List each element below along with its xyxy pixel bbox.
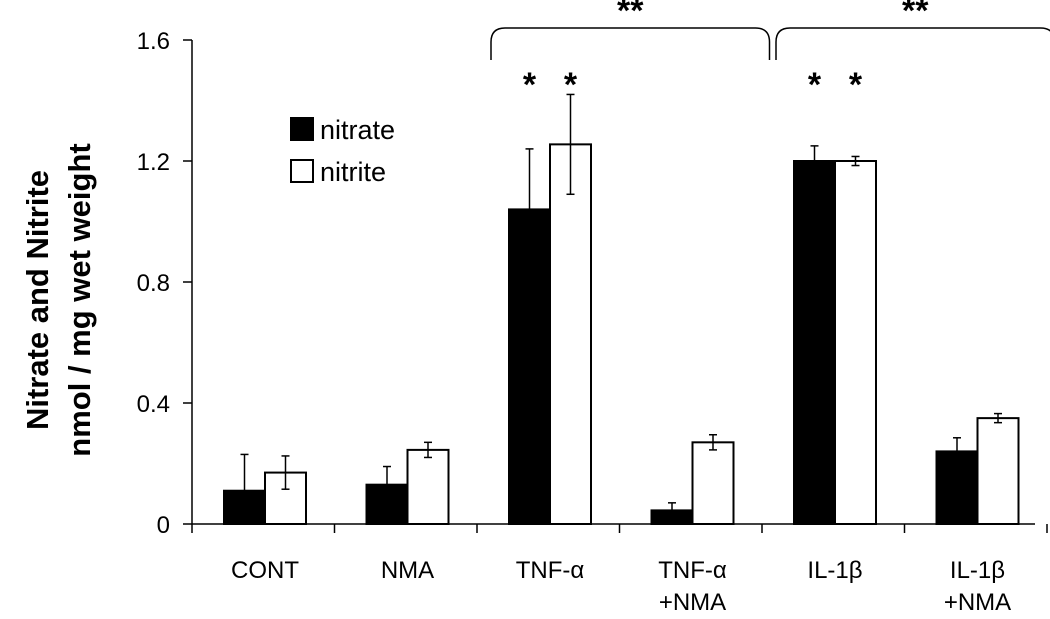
x-category-label: CONT	[231, 557, 299, 584]
legend: nitrate nitrite	[290, 115, 395, 187]
y-axis: 0 0.4 0.8 1.2 1.6	[137, 28, 193, 539]
significance-annotations: * * * *** **	[490, 0, 1050, 104]
legend-swatch-nitrite	[290, 159, 314, 183]
y-axis-title: Nitrate and Nitrite nmol / mg wet weight	[20, 143, 97, 456]
bar-nitrite	[549, 143, 592, 526]
bar-nitrite	[406, 448, 450, 526]
bar-nitrite	[834, 160, 877, 525]
significance-star: *	[808, 66, 822, 104]
significance-double-star: **	[617, 0, 644, 30]
bar-nitrite	[691, 441, 735, 526]
x-category-label: IL-1β	[950, 557, 1005, 584]
bar-nitrite	[264, 471, 307, 526]
legend-label-nitrite: nitrite	[320, 157, 386, 187]
significance-bracket	[490, 27, 771, 60]
significance-bracket	[775, 27, 1050, 60]
bar-nitrite	[976, 417, 1020, 525]
bar-nitrate	[793, 160, 836, 525]
x-category-label: NMA	[381, 557, 434, 584]
y-tick-label: 0.8	[137, 270, 170, 297]
x-axis: CONT NMA TNF-α TNF-α +NMA IL-1β IL-1β +NMA	[191, 523, 1048, 616]
y-tick-label: 0.4	[137, 391, 170, 418]
x-category-label: TNF-α	[658, 557, 727, 584]
significance-star: *	[564, 66, 578, 104]
x-category-label: IL-1β	[807, 557, 862, 584]
x-category-label: +NMA	[659, 589, 726, 616]
y-tick-label: 0	[157, 512, 170, 539]
significance-double-star: **	[902, 0, 929, 30]
legend-swatch-nitrate	[290, 117, 314, 141]
bars	[223, 93, 1020, 526]
y-tick-label: 1.2	[137, 149, 170, 176]
significance-star: *	[849, 66, 863, 104]
y-tick-label: 1.6	[137, 28, 170, 55]
y-axis-title-line-2: nmol / mg wet weight	[62, 143, 97, 456]
x-category-label: +NMA	[944, 589, 1011, 616]
x-category-label: TNF-α	[516, 557, 585, 584]
legend-label-nitrate: nitrate	[320, 115, 395, 145]
y-axis-title-line-1: Nitrate and Nitrite	[20, 170, 55, 430]
significance-star: *	[523, 66, 537, 104]
